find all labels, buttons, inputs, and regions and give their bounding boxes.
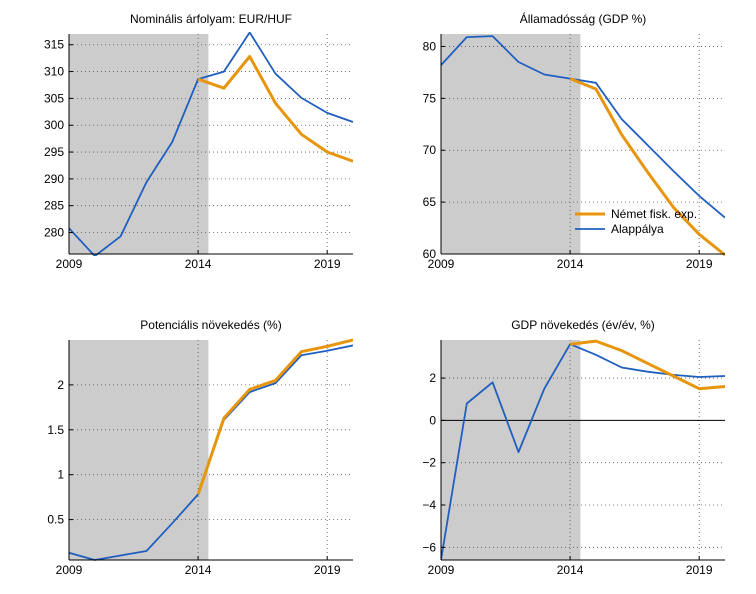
chart-panel-potential-growth: 0.5 1 1.5 2 2009 2014 2019 Potenciális növekedé…: [47, 318, 353, 577]
series-line-german-fiscal: [569, 339, 725, 391]
y-tick-label: 295: [44, 145, 64, 159]
y-tick-label: 1: [57, 468, 64, 482]
y-tick-label: 65: [423, 195, 437, 209]
y-tick-label: 280: [44, 226, 64, 240]
y-tick-label: 70: [423, 143, 437, 157]
legend-label-baseline: Alappálya: [611, 222, 664, 236]
y-tick-label: 0: [429, 413, 436, 427]
series-line-german-fiscal: [197, 55, 353, 163]
chart-panel-public-debt: 60 65 70 75 80 2009 2014 2019 Államadósság (GDP …: [423, 11, 725, 271]
y-tick-label: 80: [423, 39, 437, 53]
series-line-baseline: [441, 35, 725, 219]
y-tick-label: 290: [44, 172, 64, 186]
x-tick-label: 2014: [185, 563, 212, 577]
series-line-german-fiscal: [196, 338, 353, 495]
chart-title: Potenciális növekedés (%): [140, 318, 281, 332]
y-tick-label: −2: [422, 456, 436, 470]
y-tick-label: 285: [44, 199, 64, 213]
y-tick-label: 300: [44, 118, 64, 132]
x-tick-label: 2014: [557, 257, 584, 271]
series-line-german-fiscal: [569, 77, 725, 256]
x-tick-label: 2019: [314, 563, 341, 577]
x-tick-label: 2009: [428, 257, 455, 271]
legend: Német fisk. exp.Alappálya: [575, 207, 697, 236]
history-shade: [69, 34, 209, 254]
history-shade: [441, 340, 581, 560]
y-tick-label: −6: [422, 540, 436, 554]
y-tick-label: −4: [422, 498, 436, 512]
chart-title: Államadósság (GDP %): [520, 11, 647, 26]
y-tick-label: 310: [44, 65, 64, 79]
x-tick-label: 2009: [56, 257, 83, 271]
x-tick-label: 2009: [428, 563, 455, 577]
series-line-baseline: [69, 32, 353, 256]
y-tick-label: 305: [44, 91, 64, 105]
y-tick-label: 75: [423, 91, 437, 105]
chart-title: GDP növekedés (év/év, %): [511, 318, 655, 332]
history-shade: [441, 34, 581, 254]
chart-title: Nominális árfolyam: EUR/HUF: [130, 12, 292, 26]
y-tick-label: 2: [429, 371, 436, 385]
x-tick-label: 2019: [686, 563, 713, 577]
y-tick-label: 0.5: [47, 513, 64, 527]
y-tick-label: 60: [423, 247, 437, 261]
x-tick-label: 2019: [314, 257, 341, 271]
legend-label-german-fiscal: Német fisk. exp.: [611, 207, 697, 221]
chart-panel-exchange-rate: 280 285 290 295 300 305 310 315 2009 2014 2019 Nomi…: [44, 12, 353, 271]
chart-panel-gdp-growth: −6 −4 −2 0 2 2009 2014 2019 GDP növekedés (év/év…: [422, 318, 725, 577]
x-tick-label: 2014: [557, 563, 584, 577]
y-tick-label: 315: [44, 38, 64, 52]
series-line-baseline: [441, 343, 725, 561]
history-shade: [69, 340, 209, 560]
x-tick-label: 2014: [185, 257, 212, 271]
x-tick-label: 2009: [56, 563, 83, 577]
y-tick-label: 1.5: [47, 423, 64, 437]
y-tick-label: 2: [57, 378, 64, 392]
x-tick-label: 2019: [686, 257, 713, 271]
